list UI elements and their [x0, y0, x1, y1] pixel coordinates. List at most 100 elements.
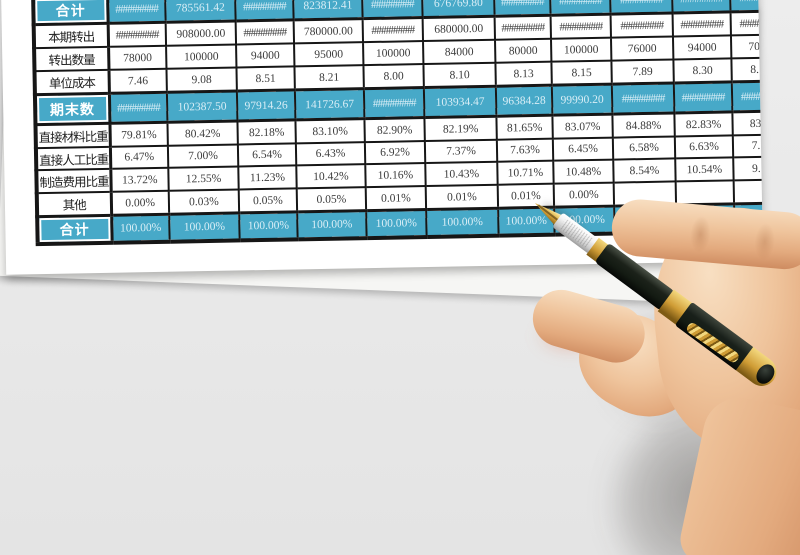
- cell: 100.00%: [426, 208, 499, 238]
- row-label: 合计: [33, 0, 108, 25]
- cell: 82.19%: [424, 116, 497, 142]
- cell: 81.65%: [496, 115, 553, 140]
- cell: #########: [494, 15, 551, 40]
- cell: 103934.47: [423, 86, 497, 118]
- cell: 82.83%: [674, 111, 733, 137]
- cell: 8.54%: [613, 158, 676, 183]
- cell: 908000.00: [165, 20, 237, 46]
- cell: 6.63%: [674, 135, 734, 159]
- cell: #########: [610, 12, 673, 38]
- cell: 10.42%: [296, 164, 366, 189]
- cell: 12.55%: [168, 166, 239, 191]
- cell: 100000: [166, 44, 237, 69]
- row-label: 其他: [36, 191, 112, 217]
- cell: 8.21: [294, 65, 364, 90]
- cell: 100.00%: [111, 214, 170, 243]
- cell: 94000: [672, 35, 732, 60]
- cell: 8.: [731, 57, 764, 82]
- cell: 10.43%: [425, 161, 498, 187]
- cell: 0.01%: [425, 184, 499, 210]
- cell: 9.08: [166, 67, 237, 93]
- cell: 10.71%: [497, 160, 554, 185]
- cell: 10.48%: [553, 159, 614, 184]
- cell: #########: [107, 0, 166, 24]
- cell: 676769.80: [422, 0, 495, 18]
- cell: 0.03%: [168, 189, 240, 215]
- cell: 10.16%: [365, 163, 426, 188]
- cell: 7.37%: [424, 139, 498, 164]
- cell: 100.00%: [169, 212, 240, 242]
- cell: 0.01%: [497, 183, 555, 209]
- cell: 7.00%: [167, 144, 239, 168]
- cell: 7.: [732, 134, 764, 158]
- cell: #########: [108, 92, 168, 124]
- cell: 10.54%: [675, 157, 734, 182]
- cell: 83.07%: [552, 114, 613, 139]
- cell: 82.90%: [364, 117, 425, 143]
- cell: 0.00%: [110, 190, 170, 216]
- row-label: 转出数量: [34, 46, 109, 72]
- cell: 7.63%: [496, 138, 554, 162]
- row-label: 直接材料比重: [35, 123, 110, 149]
- cell: 8.10: [423, 62, 496, 88]
- cell: 7.46: [108, 68, 167, 94]
- cell: #########: [494, 0, 551, 17]
- cell: #########: [673, 81, 733, 113]
- cell: 6.45%: [552, 137, 614, 161]
- cell: 100.00%: [297, 210, 367, 240]
- cell: 8.30: [673, 58, 732, 83]
- cell: 0.05%: [296, 187, 367, 212]
- cell: 13.72%: [110, 167, 169, 192]
- cell: 94000: [236, 43, 295, 68]
- cell: 7.89: [611, 59, 674, 85]
- cell: 82.18%: [237, 119, 296, 145]
- cell: 100.00%: [366, 209, 427, 239]
- cell: ######: [730, 11, 764, 36]
- cell: #########: [672, 11, 731, 37]
- cell: 70: [730, 34, 764, 59]
- cell: 80.42%: [167, 120, 238, 146]
- cell: #########: [550, 0, 611, 16]
- cell: 680000.00: [422, 16, 496, 42]
- cell: #########: [235, 19, 295, 45]
- cell: 11.23%: [238, 165, 297, 190]
- cell: 8.51: [236, 66, 295, 91]
- cell: 100000: [363, 41, 424, 66]
- cell: #########: [235, 0, 294, 21]
- cell: 97914.26: [236, 89, 296, 121]
- cell: #########: [672, 0, 731, 13]
- cell: 6.92%: [364, 141, 426, 165]
- cell: 6.58%: [612, 136, 676, 160]
- cell: 96384.28: [495, 85, 553, 117]
- cell: 6.47%: [109, 145, 169, 169]
- cell: 823812.41: [293, 0, 363, 20]
- cell: 83: [732, 111, 764, 136]
- row-label: 单位成本: [34, 69, 109, 95]
- cell: 80000: [495, 38, 552, 63]
- cell: 785561.42: [165, 0, 236, 23]
- cell: 6.43%: [295, 142, 366, 166]
- row-label: 合计: [37, 215, 112, 245]
- cell: ######: [730, 0, 764, 12]
- cell: 6.54%: [237, 143, 297, 167]
- cell: #########: [362, 17, 424, 43]
- cell: 8.13: [495, 61, 552, 87]
- cell: [675, 180, 735, 205]
- cell: 84.88%: [612, 112, 675, 138]
- cell: 8.15: [551, 60, 612, 86]
- cell: 76000: [610, 36, 674, 61]
- cell: 0.01%: [365, 186, 427, 211]
- cell: #########: [107, 22, 167, 47]
- cell: [733, 179, 764, 204]
- cell: 83.10%: [295, 118, 365, 144]
- cell: 102387.50: [166, 90, 238, 123]
- row-label: 本期转出: [33, 23, 109, 49]
- cell: 780000.00: [293, 18, 364, 44]
- cell: #########: [362, 0, 423, 19]
- row-label: 期末数: [34, 93, 110, 125]
- cell: 0.05%: [238, 188, 298, 213]
- cell: 0.00%: [553, 182, 615, 208]
- cell: 79.81%: [109, 122, 168, 147]
- cell: 8.00: [363, 64, 424, 89]
